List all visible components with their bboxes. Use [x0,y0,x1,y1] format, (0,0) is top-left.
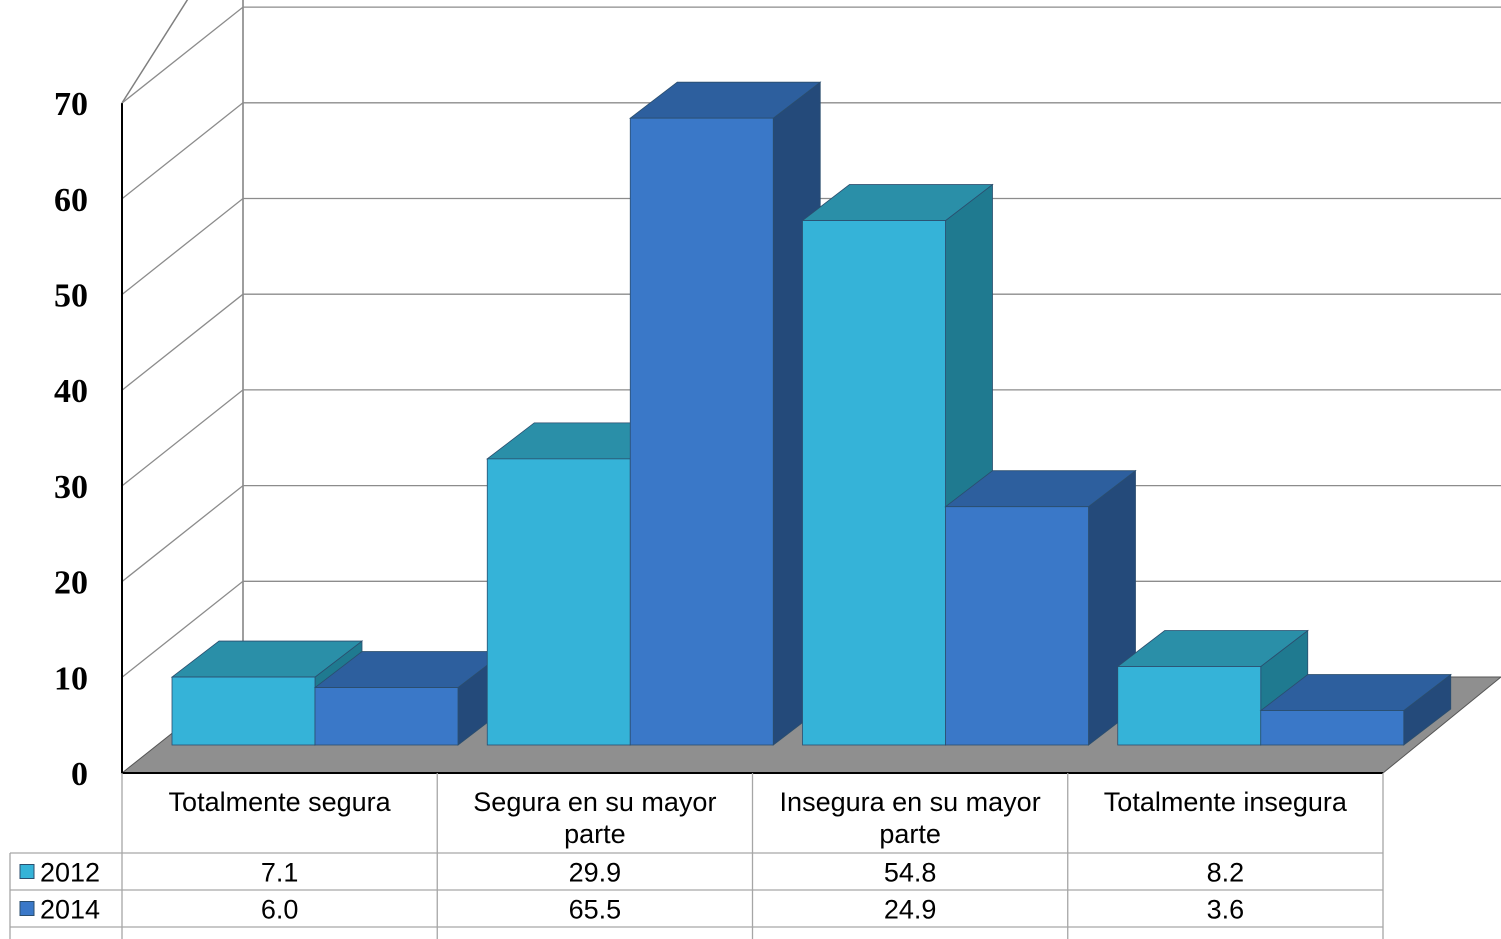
gridline [121,293,1501,391]
bars [170,81,1452,746]
table-value: 29.9 [569,858,622,888]
bar-2012-0 [171,676,316,746]
y-tick-label: 0 [71,756,88,793]
bar-2014-1 [629,117,774,746]
category-label: Insegura en su mayor [780,787,1041,817]
legend-key-2014 [19,901,35,916]
y-tick-label: 50 [54,278,88,315]
gridline [121,6,1501,104]
bar-2012-1 [486,458,631,746]
y-tick-label: 60 [54,182,88,219]
bar-2012-3 [1117,666,1262,746]
table-value: 7.1 [261,858,299,888]
table-value: 6.0 [261,895,299,925]
data-table: Totalmente segura Segura en su mayorparte… [9,773,1384,939]
gridline [121,102,1501,200]
legend-label: 2014 [40,895,100,925]
category-label: Totalmente insegura [1104,787,1348,817]
table-value: 54.8 [884,858,937,888]
category-label: parte [879,819,941,849]
legend-label: 2012 [40,858,100,888]
y-tick-label: 20 [54,565,88,602]
gridline [121,197,1501,296]
legend-key-2012 [19,864,35,879]
bar-2014-0 [314,687,459,746]
bar-2012-2 [802,220,946,746]
table-value: 3.6 [1207,895,1245,925]
y-tick-label: 70 [54,86,88,123]
table-value: 24.9 [884,895,937,925]
table-value: 8.2 [1207,858,1245,888]
category-label: Segura en su mayor [473,787,716,817]
y-tick-label: 10 [54,660,88,697]
category-label: parte [564,819,626,849]
bar-2014-2 [945,506,1089,746]
bar-2014-3 [1260,710,1405,746]
y-tick-labels: 0 10 20 30 40 50 60 70 [54,86,88,793]
y-tick-label: 40 [54,373,88,410]
side-wall-top-edge [121,0,189,104]
category-label: Totalmente segura [169,787,392,817]
y-tick-label: 30 [54,469,88,506]
table-value: 65.5 [569,895,622,925]
gridline [121,389,1501,487]
